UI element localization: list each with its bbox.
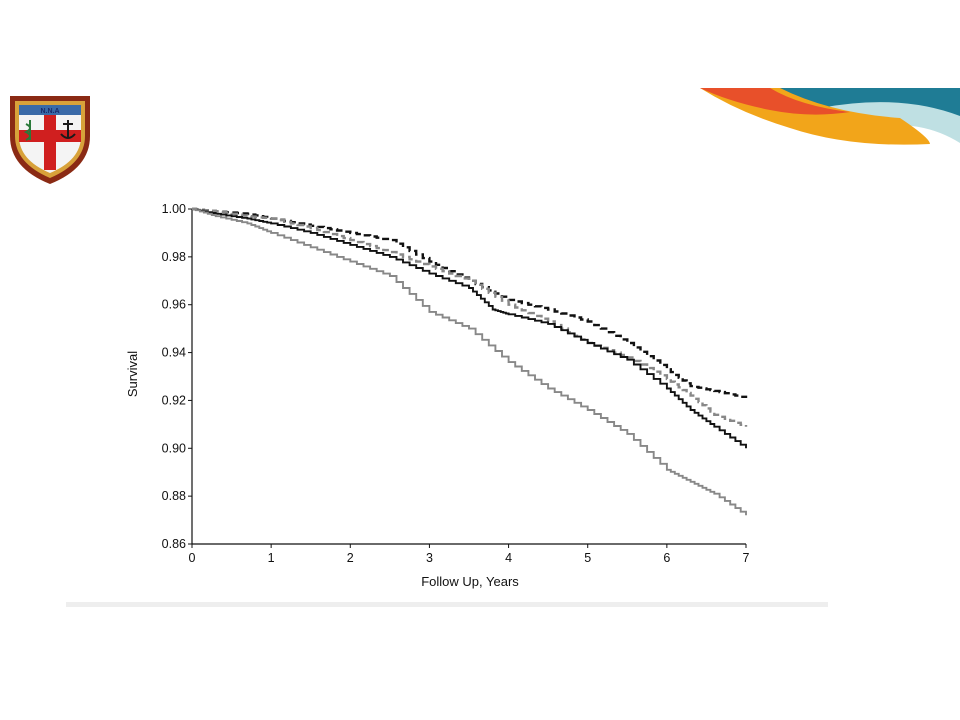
y-tick-label: 0.98 [162, 250, 186, 264]
y-axis-title: Survival [125, 351, 140, 397]
x-tick-label: 4 [505, 551, 512, 565]
decorative-wave-banner [700, 88, 960, 145]
crest-cross-horizontal [19, 130, 81, 142]
x-tick-label: 0 [189, 551, 196, 565]
y-tick-label: 0.94 [162, 346, 186, 360]
crest-top-band [19, 105, 81, 115]
x-tick-label: 7 [743, 551, 750, 565]
x-tick-label: 6 [663, 551, 670, 565]
chart-svg: 0.86 0.88 0.90 0.92 0.94 0.96 0.98 1.00 0 1 2 3 4 5 6… [125, 202, 750, 589]
series-line-2 [192, 207, 748, 427]
y-tick-label: 1.00 [162, 202, 186, 216]
y-tick-label: 0.90 [162, 441, 186, 455]
crest-cross-vertical [44, 115, 56, 170]
series-line-4 [192, 208, 747, 516]
x-tick-label: 3 [426, 551, 433, 565]
x-axis: 0 1 2 3 4 5 6 7 [189, 543, 750, 565]
x-tick-label: 2 [347, 551, 354, 565]
x-tick-label: 1 [268, 551, 275, 565]
crest-text: N.N.A [40, 108, 59, 115]
x-axis-title: Follow Up, Years [421, 574, 519, 589]
y-tick-label: 0.86 [162, 537, 186, 551]
anchor-icon [60, 120, 76, 139]
caduceus-icon [23, 120, 31, 141]
series-line-1 [192, 207, 748, 398]
bottom-divider [66, 602, 828, 607]
naval-academy-crest-icon: N.N.A [10, 96, 90, 184]
y-tick-label: 0.88 [162, 489, 186, 503]
survival-chart: 0.86 0.88 0.90 0.92 0.94 0.96 0.98 1.00 0 1 2 3 4 5 6… [66, 190, 828, 608]
banner-red-wave [700, 88, 850, 115]
x-tick-label: 5 [584, 551, 591, 565]
series-layer [192, 207, 748, 516]
y-tick-label: 0.96 [162, 298, 186, 312]
y-axis: 0.86 0.88 0.90 0.92 0.94 0.96 0.98 1.00 [162, 202, 193, 551]
series-line-3 [192, 208, 747, 449]
y-tick-label: 0.92 [162, 393, 186, 407]
